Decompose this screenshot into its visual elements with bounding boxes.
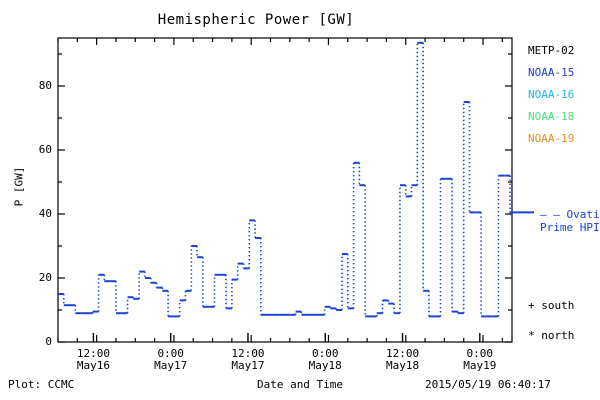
x-tick-time: 0:00: [311, 347, 339, 360]
x-tick-time: 12:00: [385, 347, 420, 360]
legend-item-noaa-16[interactable]: NOAA-16: [528, 88, 575, 101]
x-tick-date: May18: [308, 359, 342, 372]
x-axis-title: Date and Time: [256, 378, 344, 391]
data-series-layer: [58, 41, 512, 318]
legend-item-noaa-18[interactable]: NOAA-18: [528, 110, 575, 123]
x-tick-date: May17: [231, 359, 265, 372]
y-tick-label: 80: [38, 79, 52, 92]
x-tick-label: 0:00 May17: [131, 348, 211, 372]
x-tick-time: 0:00: [466, 347, 494, 360]
x-tick-time: 12:00: [76, 347, 110, 360]
x-tick-label: 0:00 May19: [440, 348, 520, 372]
legend-item-noaa-15[interactable]: NOAA-15: [528, 66, 575, 79]
y-tick-label: 0: [45, 335, 52, 348]
legend-marker-north: * north: [528, 329, 575, 342]
y-tick-label: 20: [38, 271, 52, 284]
plot-source-label: Plot: CCMC: [8, 378, 75, 391]
x-tick-date: May16: [76, 359, 110, 372]
y-tick-label: 40: [38, 207, 52, 220]
x-tick-label: 12:00 May17: [208, 348, 288, 372]
legend-ovation-prime-hpi: — — OvationPrime HPI: [540, 208, 600, 234]
ovation-line2: Prime HPI: [540, 221, 600, 234]
x-tick-label: 12:00 May18: [363, 348, 443, 372]
x-tick-label: 12:00 May16: [53, 348, 133, 372]
legend-item-metp-02[interactable]: METP-02: [528, 44, 575, 57]
legend-item-noaa-19[interactable]: NOAA-19: [528, 132, 575, 145]
axes: [57, 37, 513, 343]
ovation-line1: — — Ovation: [540, 208, 600, 221]
x-tick-date: May19: [463, 359, 497, 372]
x-tick-time: 12:00: [231, 347, 265, 360]
x-tick-time: 0:00: [157, 347, 184, 360]
x-tick-date: May18: [385, 359, 420, 372]
x-tick-date: May17: [154, 359, 188, 372]
legend-marker-south: + south: [528, 299, 575, 312]
timestamp-label: 2015/05/19 06:40:17: [425, 378, 551, 391]
x-tick-label: 0:00 May18: [285, 348, 365, 372]
chart-title: Hemispheric Power [GW]: [157, 12, 355, 28]
y-tick-label: 60: [38, 143, 52, 156]
